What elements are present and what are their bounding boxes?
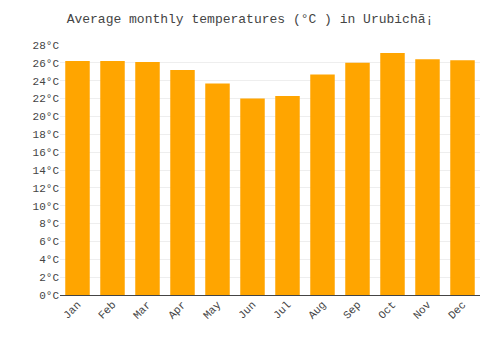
svg-text:Mar: Mar: [131, 299, 153, 321]
svg-text:Jan: Jan: [61, 299, 83, 321]
svg-text:8°C: 8°C: [39, 218, 59, 230]
svg-text:Apr: Apr: [166, 299, 188, 321]
svg-text:6°C: 6°C: [39, 236, 59, 248]
svg-text:14°C: 14°C: [33, 165, 60, 177]
svg-text:Oct: Oct: [376, 299, 398, 321]
svg-text:16°C: 16°C: [33, 147, 60, 159]
svg-text:4°C: 4°C: [39, 254, 59, 266]
svg-text:Average monthly temperatures (: Average monthly temperatures (°C ) in Ur…: [67, 12, 434, 27]
svg-text:28°C: 28°C: [33, 40, 60, 52]
svg-text:20°C: 20°C: [33, 111, 60, 123]
svg-text:Nov: Nov: [411, 299, 434, 322]
svg-text:Jul: Jul: [271, 299, 293, 321]
svg-text:Jun: Jun: [236, 299, 258, 321]
svg-text:May: May: [201, 299, 224, 322]
svg-text:10°C: 10°C: [33, 201, 60, 213]
svg-text:18°C: 18°C: [33, 129, 60, 141]
svg-text:2°C: 2°C: [39, 272, 59, 284]
svg-text:26°C: 26°C: [33, 58, 60, 70]
svg-text:Sep: Sep: [341, 299, 363, 321]
svg-text:0°C: 0°C: [39, 290, 59, 302]
svg-text:12°C: 12°C: [33, 183, 60, 195]
svg-text:24°C: 24°C: [33, 76, 60, 88]
svg-text:Feb: Feb: [96, 299, 118, 321]
svg-text:Dec: Dec: [446, 299, 468, 321]
svg-text:Aug: Aug: [306, 299, 328, 321]
svg-text:22°C: 22°C: [33, 93, 60, 105]
